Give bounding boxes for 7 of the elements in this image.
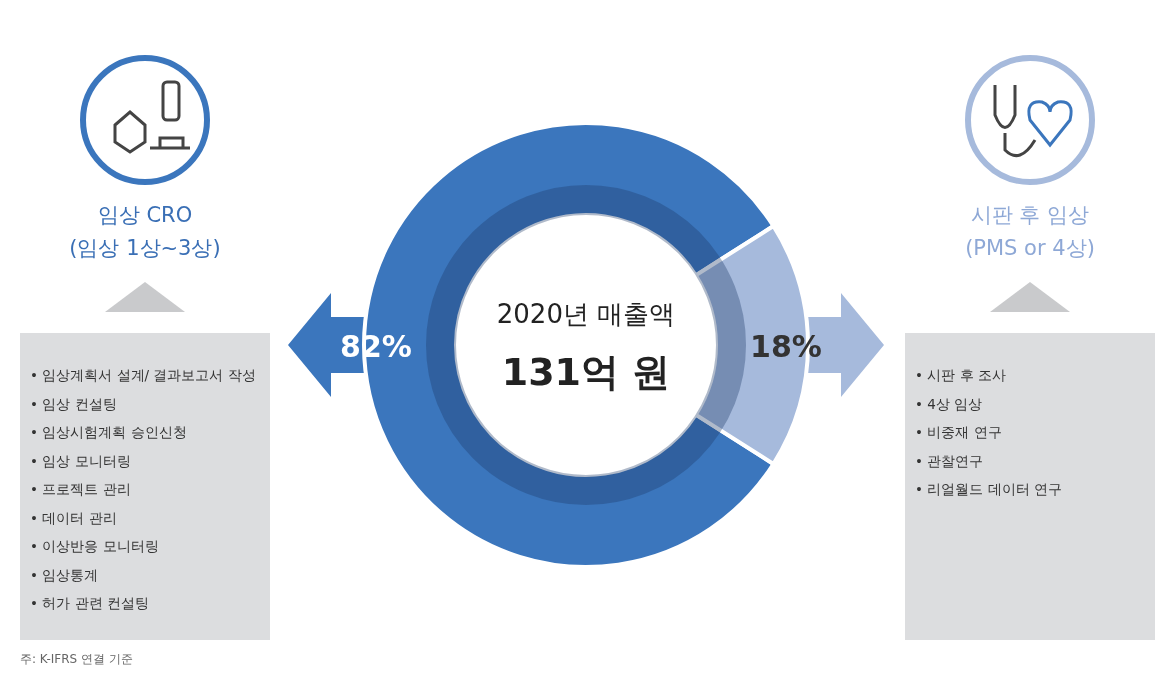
text: 주: K-IFRS 연결 기준 (20, 652, 133, 666)
text: • 임상계획서 설계/ 결과보고서 작성 • 임상 컨설팅 • 임상시험계획 승인신청 • 임상 모니터링 • 프로젝트 관리 • 데이터 관리 • 이상반응 모니터링 • 임상통계 • 허가 관련 컨설팅 (30, 367, 256, 611)
text: • 시판 후 조사 • 4상 임상 • 비중재 연구 • 관찰연구 • 리얼월드 데이터 연구 (915, 367, 1062, 497)
slice-label: 임상 CRO (임상 1상~3상) (69, 203, 221, 260)
slice-label: 시판 후 임상 (PMS or 4상) (965, 203, 1095, 260)
text: 2020년 매출액 (496, 299, 676, 329)
text: 131억 원 (501, 350, 671, 394)
